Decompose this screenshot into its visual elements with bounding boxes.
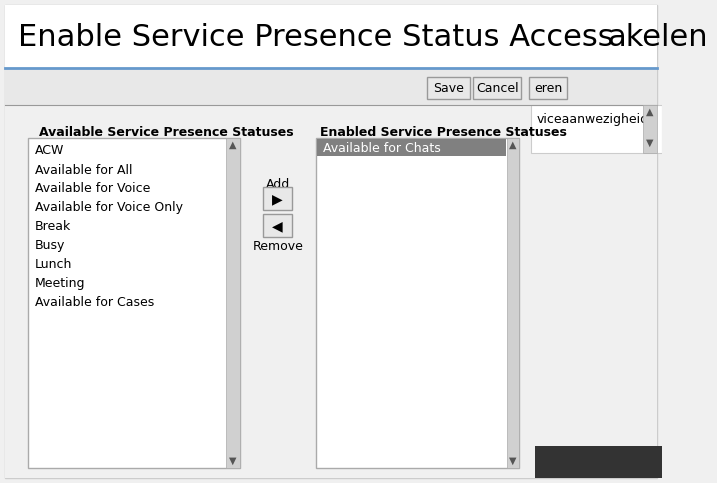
Text: akelen: akelen [607,24,708,53]
Text: Available for Cases: Available for Cases [35,297,154,310]
Bar [316,138,519,468]
Text: Available for Voice Only: Available for Voice Only [35,201,183,214]
Bar [4,105,657,478]
Bar [263,214,293,237]
Text: ▼: ▼ [509,456,517,466]
Text: Cancel: Cancel [476,82,518,95]
Text: Busy: Busy [35,240,65,253]
Bar [4,5,657,83]
Bar [427,77,470,99]
Text: ◀: ◀ [272,219,283,233]
Bar [506,138,519,468]
Text: Available Service Presence Statuses: Available Service Presence Statuses [39,126,293,139]
Text: eren: eren [534,82,562,95]
Text: Lunch: Lunch [35,258,72,271]
Text: Break: Break [35,221,71,233]
Text: ▼: ▼ [646,138,653,148]
Text: Enable Service Presence Status Access: Enable Service Presence Status Access [19,24,614,53]
Text: Available for All: Available for All [35,164,133,176]
Text: Available for Voice: Available for Voice [35,183,151,196]
Bar [318,139,505,156]
Text: ▲: ▲ [229,140,237,150]
Text: ACW: ACW [35,144,65,157]
Text: ▼: ▼ [229,456,237,466]
Text: Meeting: Meeting [35,278,85,290]
Text: Available for Chats: Available for Chats [323,142,441,155]
Bar [535,446,662,478]
Bar [643,105,657,153]
Text: viceaanwezigheid: viceaanwezigheid [537,113,649,126]
Bar [528,77,567,99]
Text: Add: Add [265,179,290,191]
Bar [473,77,521,99]
Text: ▶: ▶ [272,192,283,206]
Bar [263,187,293,210]
Text: ▲: ▲ [509,140,517,150]
Text: ▲: ▲ [646,107,653,117]
Text: Save: Save [433,82,464,95]
Bar [226,138,240,468]
Text: Remove: Remove [252,240,303,253]
Bar [28,138,240,468]
Bar [531,105,662,153]
Text: Enabled Service Presence Statuses: Enabled Service Presence Statuses [320,126,567,139]
Bar [4,68,657,105]
